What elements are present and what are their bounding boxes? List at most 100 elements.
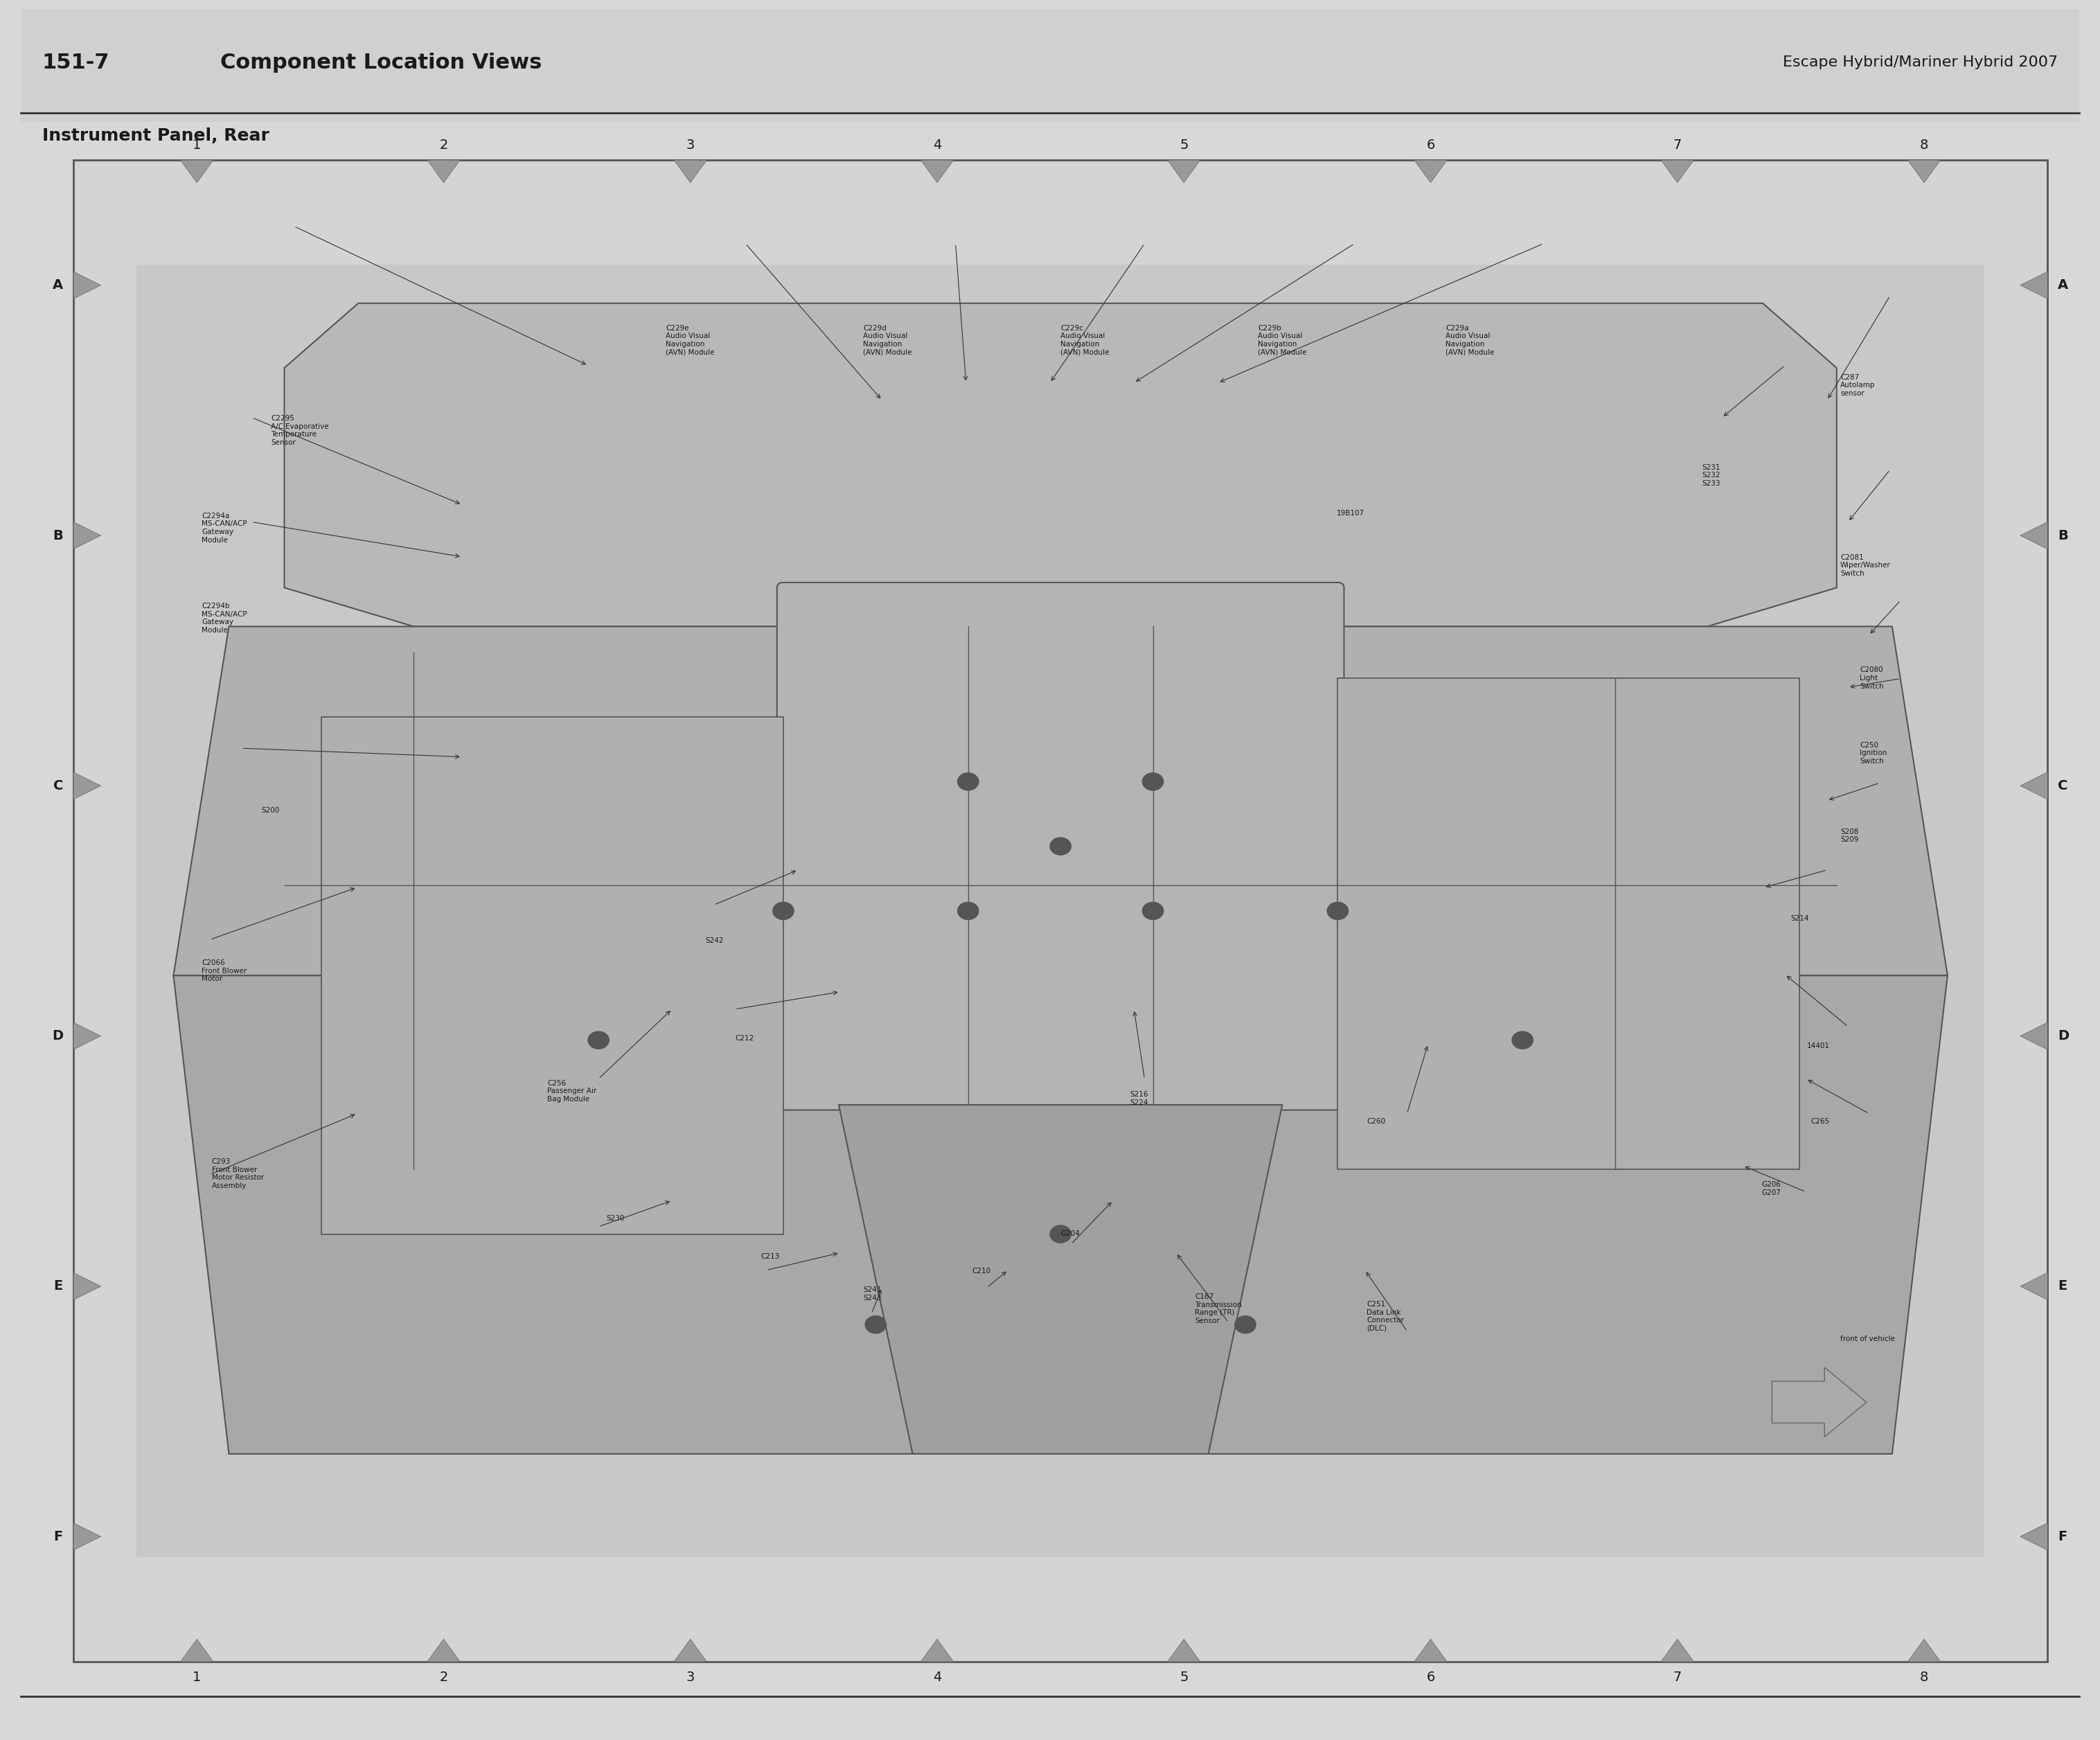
Text: 19B107: 19B107 — [1338, 510, 1365, 517]
Text: Instrument Panel, Rear: Instrument Panel, Rear — [42, 127, 269, 144]
Polygon shape — [74, 1023, 101, 1049]
Polygon shape — [1413, 160, 1447, 183]
Circle shape — [1050, 837, 1071, 854]
Circle shape — [1327, 901, 1348, 919]
Text: 5: 5 — [1180, 137, 1189, 151]
Text: B: B — [52, 529, 63, 543]
Polygon shape — [426, 1639, 460, 1662]
Circle shape — [1142, 773, 1163, 790]
Text: C212: C212 — [735, 1035, 754, 1042]
Text: C210: C210 — [972, 1268, 991, 1275]
Text: 8: 8 — [1919, 137, 1928, 151]
Text: E: E — [2058, 1279, 2066, 1293]
Circle shape — [1142, 901, 1163, 919]
Text: S216
S224: S216 S224 — [1130, 1091, 1149, 1107]
Text: 3: 3 — [687, 137, 695, 151]
Circle shape — [865, 1315, 886, 1333]
Text: A: A — [2058, 278, 2068, 292]
Circle shape — [773, 901, 794, 919]
Circle shape — [588, 1032, 609, 1049]
Text: C229d
Audio Visual
Navigation
(AVN) Module: C229d Audio Visual Navigation (AVN) Modu… — [863, 325, 911, 355]
Polygon shape — [1413, 1639, 1447, 1662]
Text: C2066
Front Blower
Motor: C2066 Front Blower Motor — [202, 959, 248, 983]
Text: 2: 2 — [439, 1670, 447, 1684]
Polygon shape — [74, 271, 101, 299]
Text: 6: 6 — [1426, 137, 1434, 151]
Text: C229a
Audio Visual
Navigation
(AVN) Module: C229a Audio Visual Navigation (AVN) Modu… — [1445, 325, 1495, 355]
Text: 1: 1 — [193, 137, 202, 151]
Text: B: B — [2058, 529, 2068, 543]
Polygon shape — [674, 1639, 708, 1662]
Polygon shape — [1168, 160, 1201, 183]
Circle shape — [1512, 1032, 1533, 1049]
Text: C: C — [2058, 780, 2068, 792]
Polygon shape — [920, 1639, 953, 1662]
Text: C2294b
MS-CAN/ACP
Gateway
Module: C2294b MS-CAN/ACP Gateway Module — [202, 602, 248, 633]
Text: S214: S214 — [1791, 915, 1810, 922]
Polygon shape — [1661, 1639, 1695, 1662]
Polygon shape — [2020, 1272, 2048, 1300]
Text: F: F — [55, 1529, 63, 1543]
Text: C229c
Audio Visual
Navigation
(AVN) Module: C229c Audio Visual Navigation (AVN) Modu… — [1061, 325, 1109, 355]
Text: G206
G207: G206 G207 — [1762, 1181, 1781, 1195]
Text: front of vehicle: front of vehicle — [1840, 1335, 1894, 1342]
FancyBboxPatch shape — [777, 583, 1344, 1110]
Text: 6: 6 — [1426, 1670, 1434, 1684]
Text: C287
Autolamp
sensor: C287 Autolamp sensor — [1840, 374, 1875, 397]
Polygon shape — [1907, 160, 1940, 183]
Text: D: D — [52, 1030, 63, 1042]
Polygon shape — [1661, 160, 1695, 183]
Polygon shape — [2020, 1522, 2048, 1550]
Text: C213: C213 — [760, 1253, 779, 1260]
Text: S230: S230 — [607, 1215, 624, 1221]
Polygon shape — [426, 160, 460, 183]
FancyBboxPatch shape — [137, 264, 1984, 1557]
Polygon shape — [2020, 773, 2048, 799]
Polygon shape — [284, 303, 1838, 626]
Polygon shape — [2020, 522, 2048, 550]
Text: Component Location Views: Component Location Views — [221, 52, 542, 73]
Polygon shape — [1907, 1639, 1940, 1662]
Polygon shape — [2020, 271, 2048, 299]
Text: 3: 3 — [687, 1670, 695, 1684]
Polygon shape — [674, 160, 708, 183]
Text: C251
Data Link
Connector
(DLC): C251 Data Link Connector (DLC) — [1367, 1302, 1405, 1331]
Text: C260: C260 — [1367, 1117, 1386, 1124]
Text: A: A — [52, 278, 63, 292]
Polygon shape — [321, 717, 783, 1234]
Polygon shape — [174, 626, 1947, 976]
Text: C293
Front Blower
Motor Resistor
Assembly: C293 Front Blower Motor Resistor Assembl… — [212, 1159, 265, 1188]
Text: G204: G204 — [1061, 1230, 1079, 1237]
Text: 14401: 14401 — [1806, 1042, 1829, 1049]
Polygon shape — [2020, 1023, 2048, 1049]
Polygon shape — [74, 1272, 101, 1300]
Circle shape — [958, 901, 979, 919]
Text: S231
S232
S233: S231 S232 S233 — [1701, 465, 1720, 487]
Polygon shape — [920, 160, 953, 183]
Text: C167
Transmission
Range (TR)
Sensor: C167 Transmission Range (TR) Sensor — [1195, 1293, 1241, 1324]
Text: 7: 7 — [1674, 137, 1682, 151]
Text: 5: 5 — [1180, 1670, 1189, 1684]
Polygon shape — [1772, 1368, 1867, 1437]
Text: 4: 4 — [932, 1670, 941, 1684]
Text: C265: C265 — [1810, 1117, 1829, 1124]
FancyBboxPatch shape — [74, 160, 2048, 1662]
Circle shape — [958, 773, 979, 790]
Polygon shape — [1338, 679, 1800, 1169]
Text: C2081
Wiper/Washer
Switch: C2081 Wiper/Washer Switch — [1840, 553, 1890, 578]
Text: C250
Ignition
Switch: C250 Ignition Switch — [1861, 741, 1888, 764]
Text: D: D — [2058, 1030, 2068, 1042]
Circle shape — [1050, 1225, 1071, 1242]
Polygon shape — [838, 1105, 1283, 1455]
Text: C229b
Audio Visual
Navigation
(AVN) Module: C229b Audio Visual Navigation (AVN) Modu… — [1258, 325, 1306, 355]
FancyBboxPatch shape — [21, 9, 2079, 122]
Circle shape — [1235, 1315, 1256, 1333]
Polygon shape — [181, 1639, 214, 1662]
Polygon shape — [1168, 1639, 1201, 1662]
Text: C229e
Audio Visual
Navigation
(AVN) Module: C229e Audio Visual Navigation (AVN) Modu… — [666, 325, 714, 355]
Polygon shape — [181, 160, 214, 183]
Text: 8: 8 — [1919, 1670, 1928, 1684]
Polygon shape — [74, 522, 101, 550]
Text: C256
Passenger Air
Bag Module: C256 Passenger Air Bag Module — [548, 1079, 596, 1103]
Text: 2: 2 — [439, 137, 447, 151]
